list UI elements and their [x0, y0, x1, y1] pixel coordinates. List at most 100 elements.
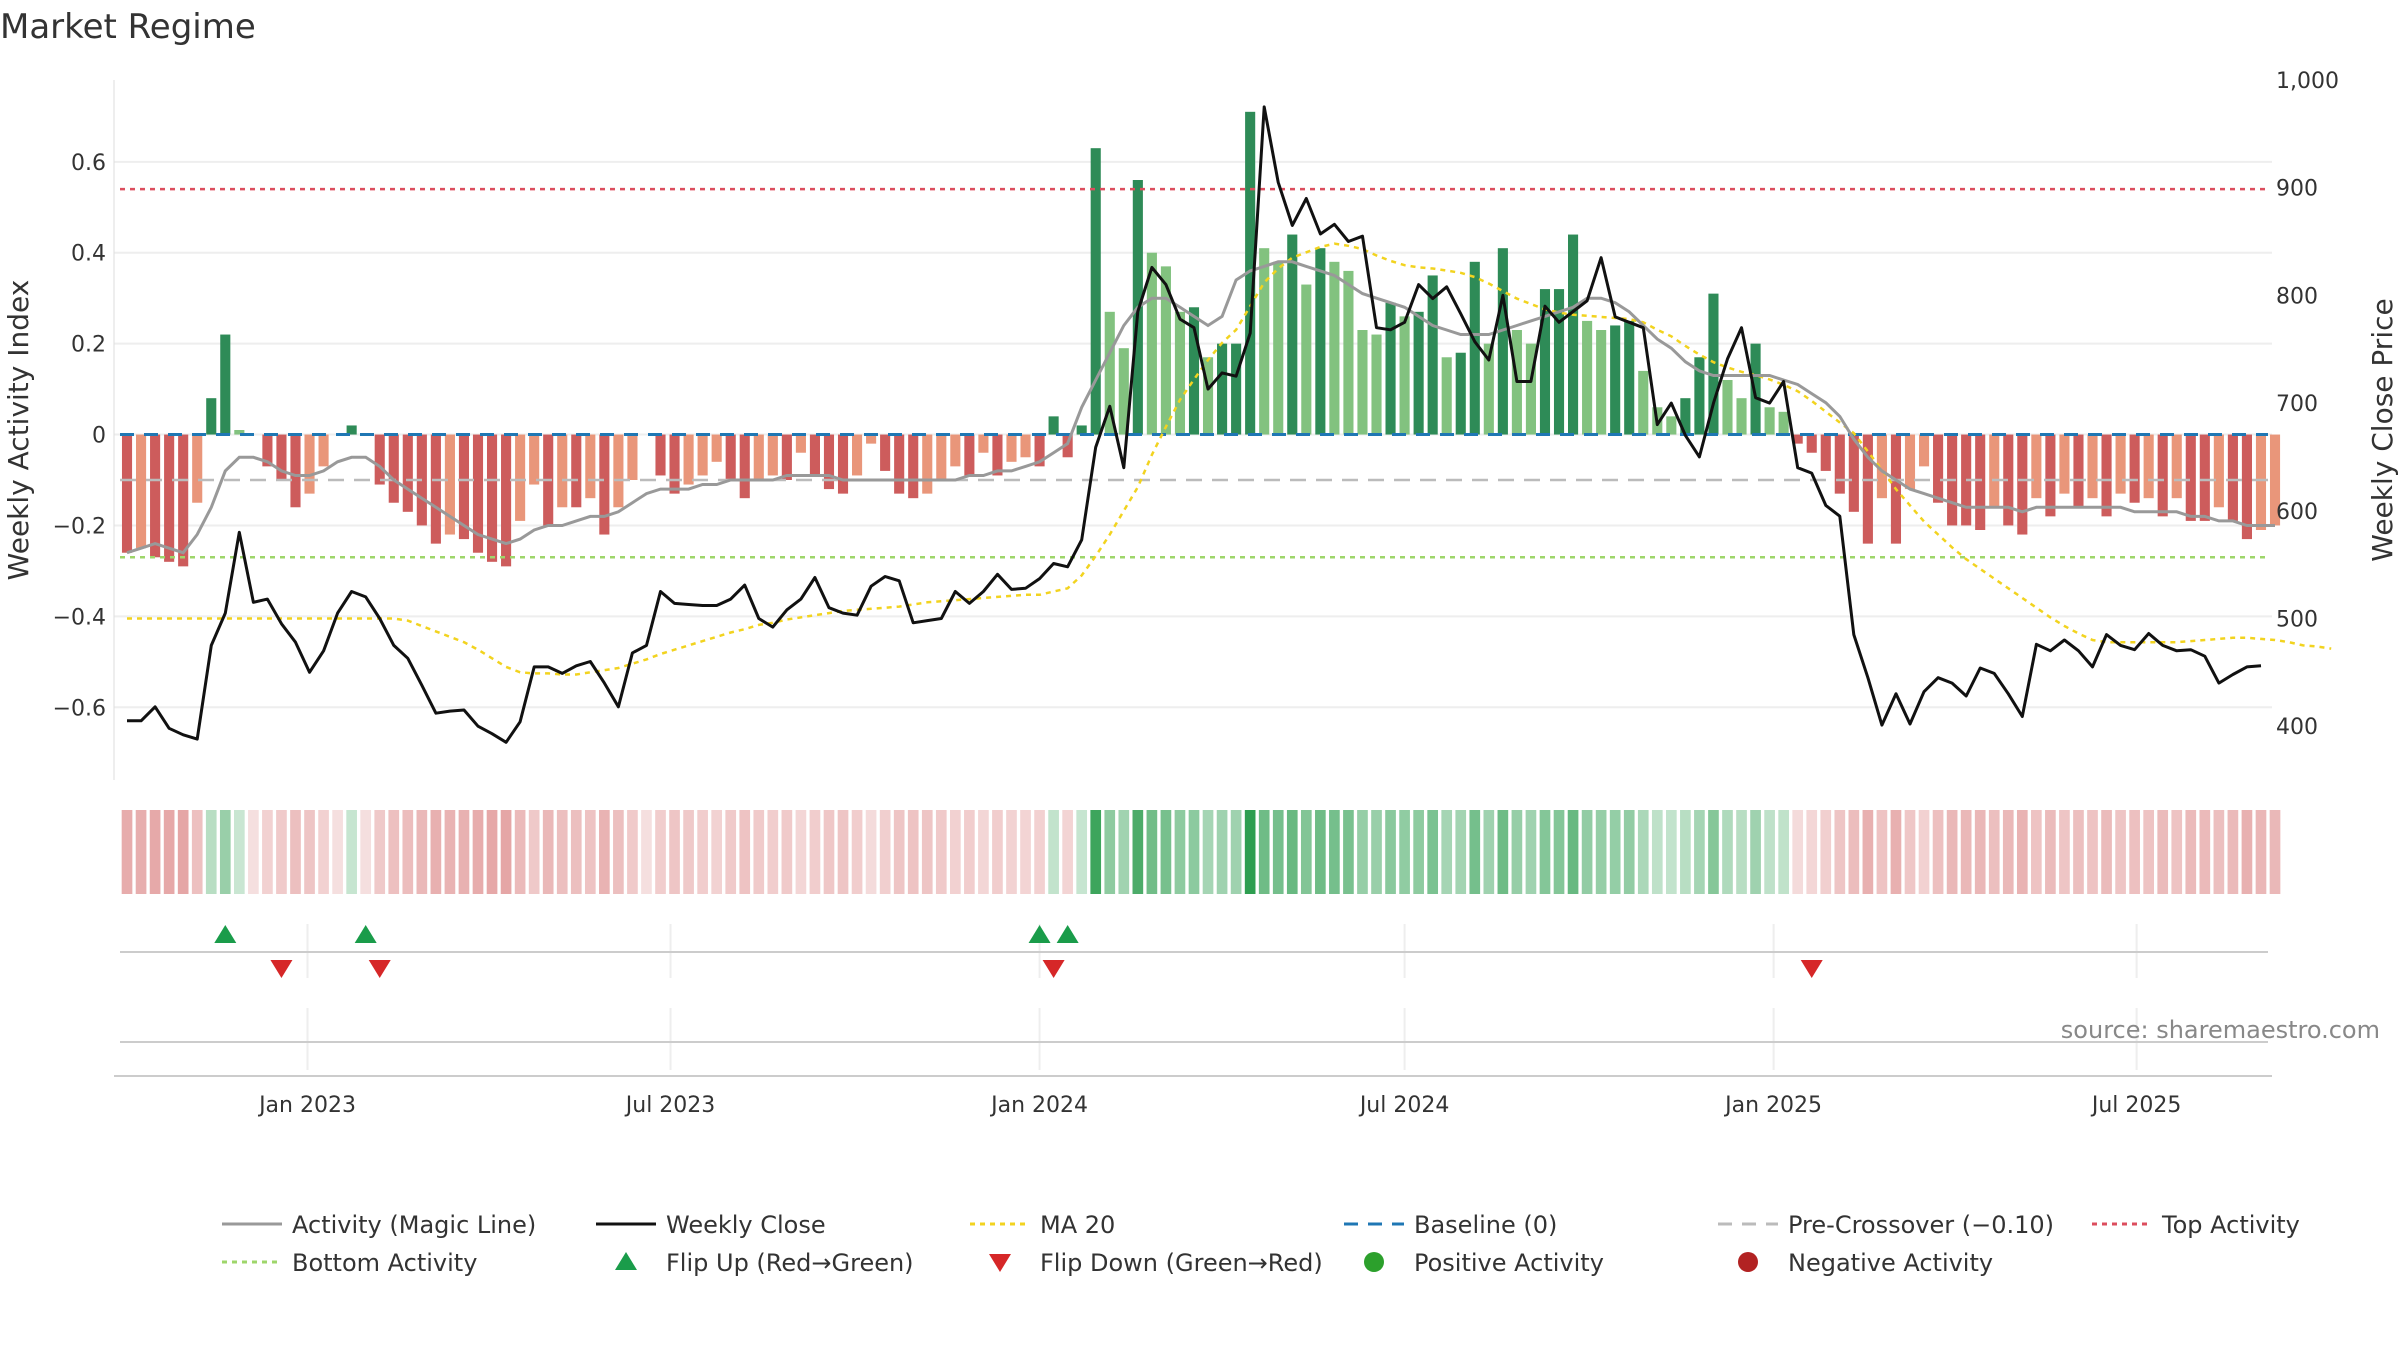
regime-cell: [486, 810, 498, 894]
y-left-tick-label: −0.6: [53, 696, 106, 721]
regime-cell: [1511, 810, 1523, 894]
regime-cell: [2073, 810, 2084, 894]
regime-cell: [149, 810, 161, 894]
regime-cell: [1146, 810, 1158, 894]
activity-bar: [1553, 289, 1565, 435]
activity-bar: [2143, 434, 2154, 499]
legend-item: Flip Down (Green→Red): [989, 1249, 1323, 1277]
activity-bar: [795, 434, 806, 453]
regime-cell: [332, 810, 343, 894]
activity-bar: [571, 434, 582, 508]
activity-bar: [880, 434, 891, 471]
legend-item: Bottom Activity: [222, 1249, 477, 1277]
legend-label: Top Activity: [2161, 1211, 2300, 1239]
activity-bar: [1989, 434, 2000, 508]
activity-bar: [1918, 434, 1930, 467]
activity-bar: [697, 434, 708, 476]
regime-cell: [248, 810, 259, 894]
chart-title: Market Regime: [0, 7, 256, 47]
regime-cell: [1090, 810, 1102, 894]
regime-cell: [781, 810, 793, 894]
regime-cell: [2185, 810, 2197, 894]
activity-bar: [1174, 311, 1186, 435]
activity-bar: [2101, 434, 2112, 517]
y-right-tick-label: 700: [2276, 392, 2318, 417]
regime-cell: [1076, 810, 1088, 894]
regime-cell: [879, 810, 891, 894]
regime-heat-strip: [121, 810, 2281, 894]
activity-bar: [1006, 434, 1017, 462]
regime-cell: [1160, 810, 1172, 894]
regime-cell: [935, 810, 947, 894]
regime-cell: [1062, 810, 1073, 894]
flip-down-marker: [270, 960, 293, 978]
activity-bar: [1146, 252, 1157, 435]
activity-bar: [2115, 434, 2126, 494]
regime-cell: [921, 810, 933, 894]
legend-swatch: [615, 1252, 637, 1270]
activity-bar: [430, 434, 441, 544]
activity-bar: [739, 434, 750, 499]
activity-bar: [2129, 434, 2140, 503]
regime-cell: [219, 810, 231, 894]
regime-cell: [2199, 810, 2211, 894]
regime-cell: [1553, 810, 1565, 894]
regime-cell: [1385, 810, 1396, 894]
regime-cell: [1020, 810, 1031, 894]
regime-cell: [1258, 810, 1270, 894]
activity-bar: [1708, 293, 1719, 435]
x-tick-label: Jan 2024: [989, 1093, 1088, 1118]
legend-swatch: [989, 1254, 1011, 1272]
regime-cell: [655, 810, 666, 894]
y-right-tick-label: 400: [2276, 715, 2318, 740]
activity-bar: [837, 434, 849, 494]
activity-bar: [627, 434, 638, 480]
activity-bar: [613, 434, 624, 508]
regime-cell: [556, 810, 568, 894]
regime-cell: [570, 810, 582, 894]
legend-label: MA 20: [1040, 1211, 1115, 1239]
legend-label: Baseline (0): [1414, 1211, 1557, 1239]
regime-cell: [767, 810, 779, 894]
activity-bar: [950, 434, 961, 467]
activity-bar: [2171, 434, 2182, 499]
regime-cell: [205, 810, 217, 894]
regime-cell: [837, 810, 849, 894]
x-tick-label: Jul 2025: [2090, 1093, 2182, 1118]
regime-cell: [1904, 810, 1916, 894]
activity-bar: [978, 434, 989, 453]
activity-bar: [1287, 234, 1298, 435]
regime-cell: [641, 810, 652, 894]
regime-cell: [290, 810, 301, 894]
flip-up-marker: [1028, 925, 1051, 943]
regime-cell: [1960, 810, 1972, 894]
activity-bar: [1343, 270, 1354, 435]
activity-bar: [1090, 148, 1101, 435]
activity-bar: [444, 434, 455, 535]
regime-cell: [1609, 810, 1621, 894]
regime-cell: [851, 810, 863, 894]
regime-cell: [1048, 810, 1059, 894]
activity-bar: [866, 434, 877, 444]
regime-cell: [992, 810, 1003, 894]
legend-item: Negative Activity: [1738, 1249, 1993, 1277]
activity-bar: [711, 434, 722, 462]
legend: Activity (Magic Line) Weekly Close MA 20 Ba…: [222, 1211, 2300, 1277]
regime-cell: [276, 810, 287, 894]
activity-bar: [1834, 434, 1845, 494]
regime-cell: [1932, 810, 1944, 894]
activity-bar: [1441, 357, 1452, 435]
regime-cell: [1315, 810, 1326, 894]
activity-bar: [781, 434, 792, 480]
regime-cell: [2157, 810, 2169, 894]
activity-bar: [1104, 311, 1115, 435]
regime-cell: [1918, 810, 1930, 894]
legend-label: Bottom Activity: [292, 1249, 477, 1277]
regime-cell: [1750, 810, 1761, 894]
activity-bar: [501, 434, 512, 567]
regime-cell: [1974, 810, 1986, 894]
regime-cell: [584, 810, 596, 894]
regime-cell: [1132, 810, 1144, 894]
activity-bar: [1245, 111, 1256, 435]
activity-bar: [964, 434, 975, 476]
